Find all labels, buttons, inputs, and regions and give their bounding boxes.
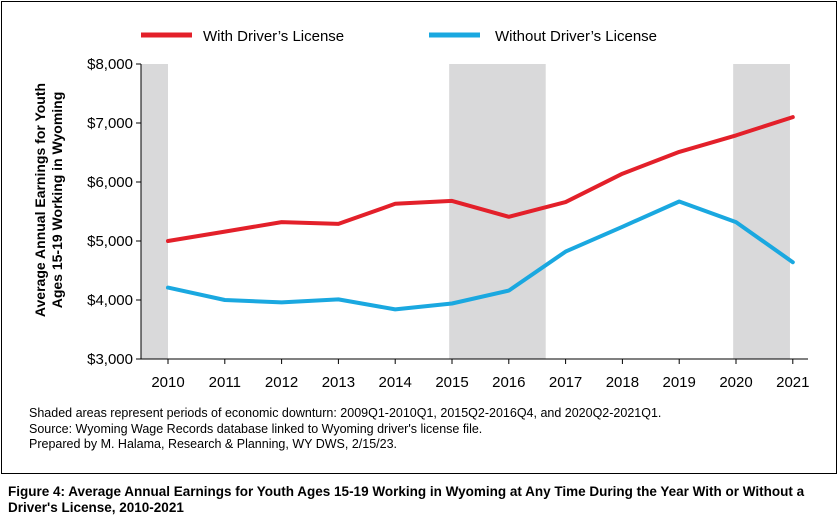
figure-frame: $3,000 $4,000 $5,000 $6,000 $7,000 $8,000 2010… — [1, 1, 837, 474]
x-tick-label: 2021 — [776, 374, 809, 391]
legend-label: Without Driver’s License — [495, 28, 657, 45]
legend-label: With Driver’s License — [203, 28, 344, 45]
line-chart: $3,000 $4,000 $5,000 $6,000 $7,000 $8,000 2010… — [32, 28, 809, 391]
y-axis-label: Average Annual Earnings for Youth Ages 15… — [32, 83, 65, 317]
y-tick-label: $4,000 — [87, 292, 133, 309]
y-tick-label: $5,000 — [87, 233, 133, 250]
x-tick-label: 2014 — [379, 374, 412, 391]
x-tick-label: 2012 — [265, 374, 298, 391]
series-line-without-license — [166, 199, 795, 312]
source-note: Source: Wyoming Wage Records database li… — [29, 421, 483, 436]
axes: $3,000 $4,000 $5,000 $6,000 $7,000 $8,000 2010… — [87, 56, 809, 391]
x-tick-label: 2018 — [606, 374, 639, 391]
x-tick-label: 2011 — [209, 374, 241, 391]
series-lines — [166, 115, 795, 312]
shade-period-3 — [733, 64, 790, 359]
x-tick-label: 2015 — [435, 374, 468, 391]
x-tick-label: 2010 — [151, 374, 184, 391]
y-tick-label: $3,000 — [87, 351, 133, 368]
y-tick-label: $8,000 — [87, 56, 133, 73]
y-tick-label: $6,000 — [87, 174, 133, 191]
downturn-shading — [141, 64, 790, 359]
y-axis-label-line: Ages 15-19 Working in Wyoming — [49, 92, 65, 309]
x-tick-label: 2019 — [663, 374, 696, 391]
shading-note: Shaded areas represent periods of econom… — [29, 406, 662, 420]
x-tick-label: 2013 — [322, 374, 355, 391]
x-tick-label: 2017 — [549, 374, 582, 391]
figure-caption: Figure 4: Average Annual Earnings for Yo… — [8, 484, 805, 515]
prepared-note: Prepared by M. Halama, Research & Planni… — [29, 437, 397, 451]
y-axis-label-line: Average Annual Earnings for Youth — [32, 83, 48, 317]
x-tick-label: 2016 — [492, 374, 525, 391]
legend: With Driver’s License Without Driver’s Li… — [141, 28, 657, 45]
series-line-with-license — [166, 115, 795, 243]
shade-period-1 — [141, 64, 168, 359]
x-tick-label: 2020 — [719, 374, 752, 391]
chart-notes: Shaded areas represent periods of econom… — [29, 406, 661, 453]
y-tick-label: $7,000 — [87, 115, 133, 132]
